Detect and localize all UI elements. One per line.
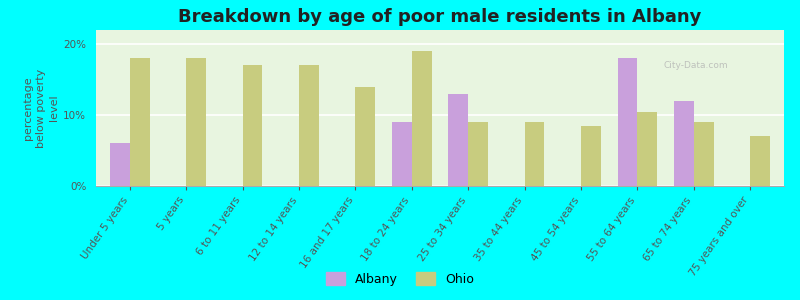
Bar [186,58,206,186]
Bar [412,51,431,186]
Bar [449,94,468,186]
Bar [392,122,412,186]
Bar [110,143,130,186]
Bar [242,65,262,186]
Bar [750,136,770,186]
Bar [130,58,150,186]
Bar [355,87,375,186]
Bar [581,126,601,186]
Bar [468,122,488,186]
Bar [694,122,714,186]
Bar [525,122,544,186]
Bar [299,65,318,186]
Title: Breakdown by age of poor male residents in Albany: Breakdown by age of poor male residents … [178,8,702,26]
Bar [618,58,638,186]
Legend: Albany, Ohio: Albany, Ohio [321,267,479,291]
Text: City-Data.com: City-Data.com [664,61,729,70]
Bar [638,112,657,186]
Y-axis label: percentage
below poverty
level: percentage below poverty level [22,68,59,148]
Bar [674,101,694,186]
